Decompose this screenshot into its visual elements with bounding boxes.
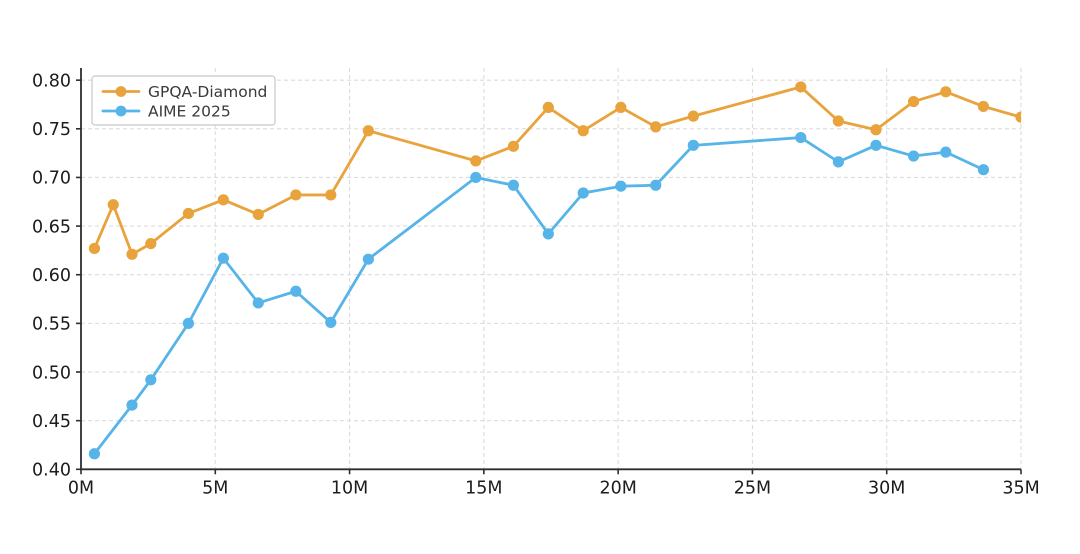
data-point-aime-2025	[325, 316, 337, 328]
data-point-aime-2025	[615, 180, 627, 192]
legend-label-aime-2025: AIME 2025	[148, 103, 231, 121]
data-point-aime-2025	[470, 171, 482, 184]
data-point-aime-2025	[870, 139, 882, 151]
data-point-gpqa-diamond	[252, 208, 264, 221]
legend-marker-aime-2025	[115, 105, 127, 117]
data-point-aime-2025	[577, 187, 589, 199]
data-point-gpqa-diamond	[88, 242, 101, 255]
data-point-aime-2025	[832, 156, 844, 168]
data-point-aime-2025	[362, 253, 374, 265]
data-point-gpqa-diamond	[687, 110, 699, 122]
y-tick-label: 0.45	[32, 412, 71, 432]
x-tick-label: 30M	[868, 478, 905, 498]
data-point-gpqa-diamond	[977, 100, 990, 113]
y-tick-label: 0.75	[32, 120, 71, 140]
data-point-gpqa-diamond	[362, 125, 374, 137]
series-line-aime-2025	[93, 136, 985, 456]
series-aime-2025	[88, 131, 990, 460]
legend-box	[91, 75, 276, 126]
x-tick-label: 0M	[68, 478, 94, 498]
legend-marker-gpqa-diamond	[115, 86, 127, 97]
x-tick-label: 20M	[599, 478, 636, 498]
y-tick-label: 0.55	[32, 315, 71, 335]
data-point-gpqa-diamond	[325, 189, 337, 201]
data-point-aime-2025	[145, 374, 157, 386]
x-tick-label: 10M	[331, 478, 368, 498]
data-point-aime-2025	[290, 285, 302, 297]
data-point-aime-2025	[252, 297, 264, 309]
data-point-aime-2025	[217, 252, 229, 264]
data-point-gpqa-diamond	[290, 189, 302, 201]
data-point-gpqa-diamond	[507, 140, 519, 152]
data-point-aime-2025	[795, 131, 807, 144]
data-point-gpqa-diamond	[1015, 111, 1021, 123]
data-point-gpqa-diamond	[107, 199, 119, 211]
legend-label-gpqa-diamond: GPQA-Diamond	[148, 83, 267, 101]
x-tick-label: 5M	[202, 478, 228, 498]
data-point-gpqa-diamond	[795, 81, 807, 93]
data-point-aime-2025	[126, 399, 138, 411]
data-point-gpqa-diamond	[217, 194, 229, 206]
data-point-aime-2025	[940, 146, 952, 158]
data-point-aime-2025	[650, 179, 662, 191]
data-point-gpqa-diamond	[832, 115, 844, 127]
data-point-gpqa-diamond	[470, 155, 482, 167]
data-point-aime-2025	[977, 164, 990, 176]
data-point-gpqa-diamond	[940, 86, 952, 98]
data-point-aime-2025	[88, 448, 101, 460]
y-tick-label: 0.80	[32, 71, 71, 91]
x-tick-label: 35M	[1002, 478, 1039, 498]
data-point-aime-2025	[507, 179, 519, 191]
data-point-aime-2025	[542, 228, 554, 240]
series-gpqa-diamond	[88, 81, 1021, 260]
data-point-gpqa-diamond	[870, 124, 882, 136]
data-point-gpqa-diamond	[182, 207, 195, 220]
series-line-gpqa-diamond	[93, 85, 1021, 256]
data-point-gpqa-diamond	[907, 95, 920, 108]
y-tick-label: 0.70	[32, 169, 71, 189]
y-tick-label: 0.65	[32, 217, 71, 237]
data-point-gpqa-diamond	[542, 101, 554, 114]
y-tick-label: 0.60	[32, 266, 71, 286]
data-point-gpqa-diamond	[145, 237, 157, 250]
x-tick-label: 15M	[465, 478, 502, 498]
data-point-aime-2025	[907, 150, 920, 162]
data-point-aime-2025	[687, 139, 699, 151]
data-point-aime-2025	[182, 317, 195, 329]
x-tick-label: 25M	[734, 478, 771, 498]
data-point-gpqa-diamond	[650, 121, 662, 133]
data-point-gpqa-diamond	[615, 101, 627, 114]
data-point-gpqa-diamond	[577, 125, 589, 137]
y-tick-label: 0.40	[32, 461, 71, 481]
y-tick-label: 0.50	[32, 363, 71, 383]
data-point-gpqa-diamond	[126, 248, 138, 260]
